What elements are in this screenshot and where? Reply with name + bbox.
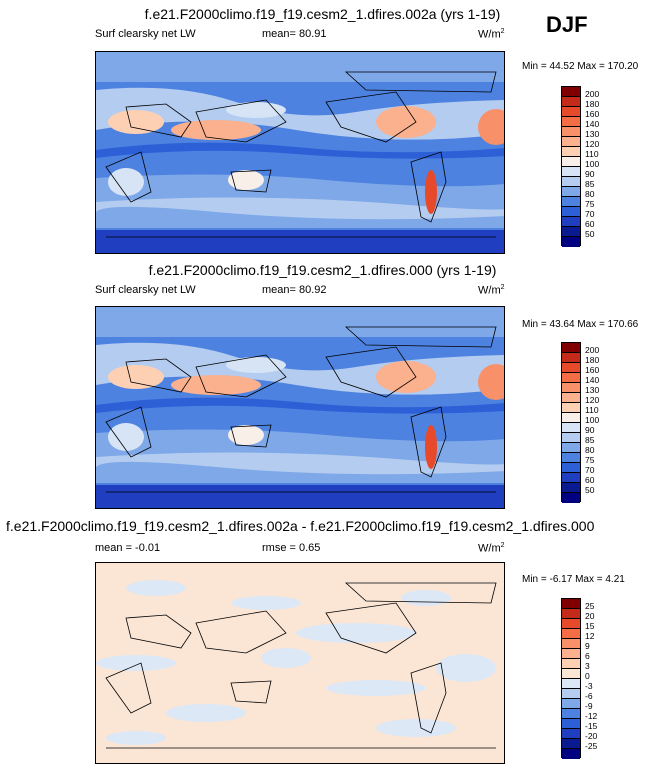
cbar-1-tick: 180 xyxy=(585,99,600,109)
cbar-3-tick: 12 xyxy=(585,631,595,641)
cbar-3-tick: -6 xyxy=(585,691,593,701)
cbar-3-tick: -12 xyxy=(585,711,598,721)
cbar-3-tick: 9 xyxy=(585,641,590,651)
cbar-2-tick: 75 xyxy=(585,455,595,465)
cbar-3-tick: 15 xyxy=(585,621,595,631)
panel-1-colorbar xyxy=(561,86,581,247)
panel-1-variable-label: Surf clearsky net LW xyxy=(95,28,196,40)
panel-2-colorbar xyxy=(561,342,581,503)
panel-1-map xyxy=(95,51,505,254)
panel-3-minmax: Min = -6.17 Max = 4.21 xyxy=(522,574,625,585)
cbar-1-tick: 50 xyxy=(585,229,595,239)
cbar-3-tick: -20 xyxy=(585,731,598,741)
cbar-3-tick: -9 xyxy=(585,701,593,711)
panel-2-minmax: Min = 43.64 Max = 170.66 xyxy=(522,319,639,330)
cbar-2-tick: 90 xyxy=(585,425,595,435)
panel-1-minmax: Min = 44.52 Max = 170.20 xyxy=(522,61,639,72)
cbar-3-tick: -25 xyxy=(585,741,598,751)
cbar-1-tick: 120 xyxy=(585,139,600,149)
panel-2-title: f.e21.F2000climo.f19_f19.cesm2_1.dfires.… xyxy=(148,262,497,278)
cbar-1-tick: 70 xyxy=(585,209,595,219)
panel-2-map xyxy=(95,306,505,509)
cbar-2-tick: 140 xyxy=(585,375,600,385)
cbar-2-tick: 120 xyxy=(585,395,600,405)
panel-2-units: W/m2 xyxy=(478,284,505,297)
cbar-1-tick: 85 xyxy=(585,179,595,189)
season-label: DJF xyxy=(546,12,588,37)
cbar-2-tick: 200 xyxy=(585,345,600,355)
cbar-3-tick: 6 xyxy=(585,651,590,661)
panel-2-variable-label: Surf clearsky net LW xyxy=(95,284,196,296)
cbar-3-tick: -15 xyxy=(585,721,598,731)
panel-3-colorbar xyxy=(561,598,581,759)
panel-2-mean-label: mean= 80.92 xyxy=(262,284,327,296)
panel-3-title: f.e21.F2000climo.f19_f19.cesm2_1.dfires.… xyxy=(6,518,595,534)
panel-3-units: W/m2 xyxy=(478,542,505,555)
cbar-2-tick: 50 xyxy=(585,485,595,495)
cbar-3-tick: 25 xyxy=(585,601,595,611)
cbar-3-tick: 20 xyxy=(585,611,595,621)
cbar-1-tick: 160 xyxy=(585,109,600,119)
panel-1-map-svg xyxy=(96,52,504,253)
cbar-1-tick: 60 xyxy=(585,219,595,229)
cbar-1-tick: 200 xyxy=(585,89,600,99)
cbar-3-tick: -3 xyxy=(585,681,593,691)
panel-1-mean-label: mean= 80.91 xyxy=(262,28,327,40)
cbar-3-tick: 0 xyxy=(585,671,590,681)
cbar-1-tick: 130 xyxy=(585,129,600,139)
panel-3-rmse-label: rmse = 0.65 xyxy=(262,542,321,554)
cbar-2-tick: 130 xyxy=(585,385,600,395)
cbar-2-tick: 80 xyxy=(585,445,595,455)
cbar-1-tick: 75 xyxy=(585,199,595,209)
panel-3-mean-label: mean = -0.01 xyxy=(95,542,161,554)
cbar-1-tick: 100 xyxy=(585,159,600,169)
cbar-1-tick: 90 xyxy=(585,169,595,179)
cbar-1-tick: 80 xyxy=(585,189,595,199)
cbar-1-tick: 140 xyxy=(585,119,600,129)
cbar-2-tick: 160 xyxy=(585,365,600,375)
cbar-2-tick: 60 xyxy=(585,475,595,485)
cbar-2-tick: 100 xyxy=(585,415,600,425)
cbar-3-tick: 3 xyxy=(585,661,590,671)
panel-3-map xyxy=(95,562,505,764)
cbar-2-tick: 85 xyxy=(585,435,595,445)
cbar-2-tick: 110 xyxy=(585,405,599,415)
cbar-2-tick: 180 xyxy=(585,355,600,365)
panel-2-map-svg xyxy=(96,307,504,508)
panel-3-map-svg xyxy=(96,563,504,763)
cbar-1-tick: 110 xyxy=(585,149,599,159)
cbar-2-tick: 70 xyxy=(585,465,595,475)
panel-1-units: W/m2 xyxy=(478,28,505,41)
panel-1-title: f.e21.F2000climo.f19_f19.cesm2_1.dfires.… xyxy=(144,6,501,22)
